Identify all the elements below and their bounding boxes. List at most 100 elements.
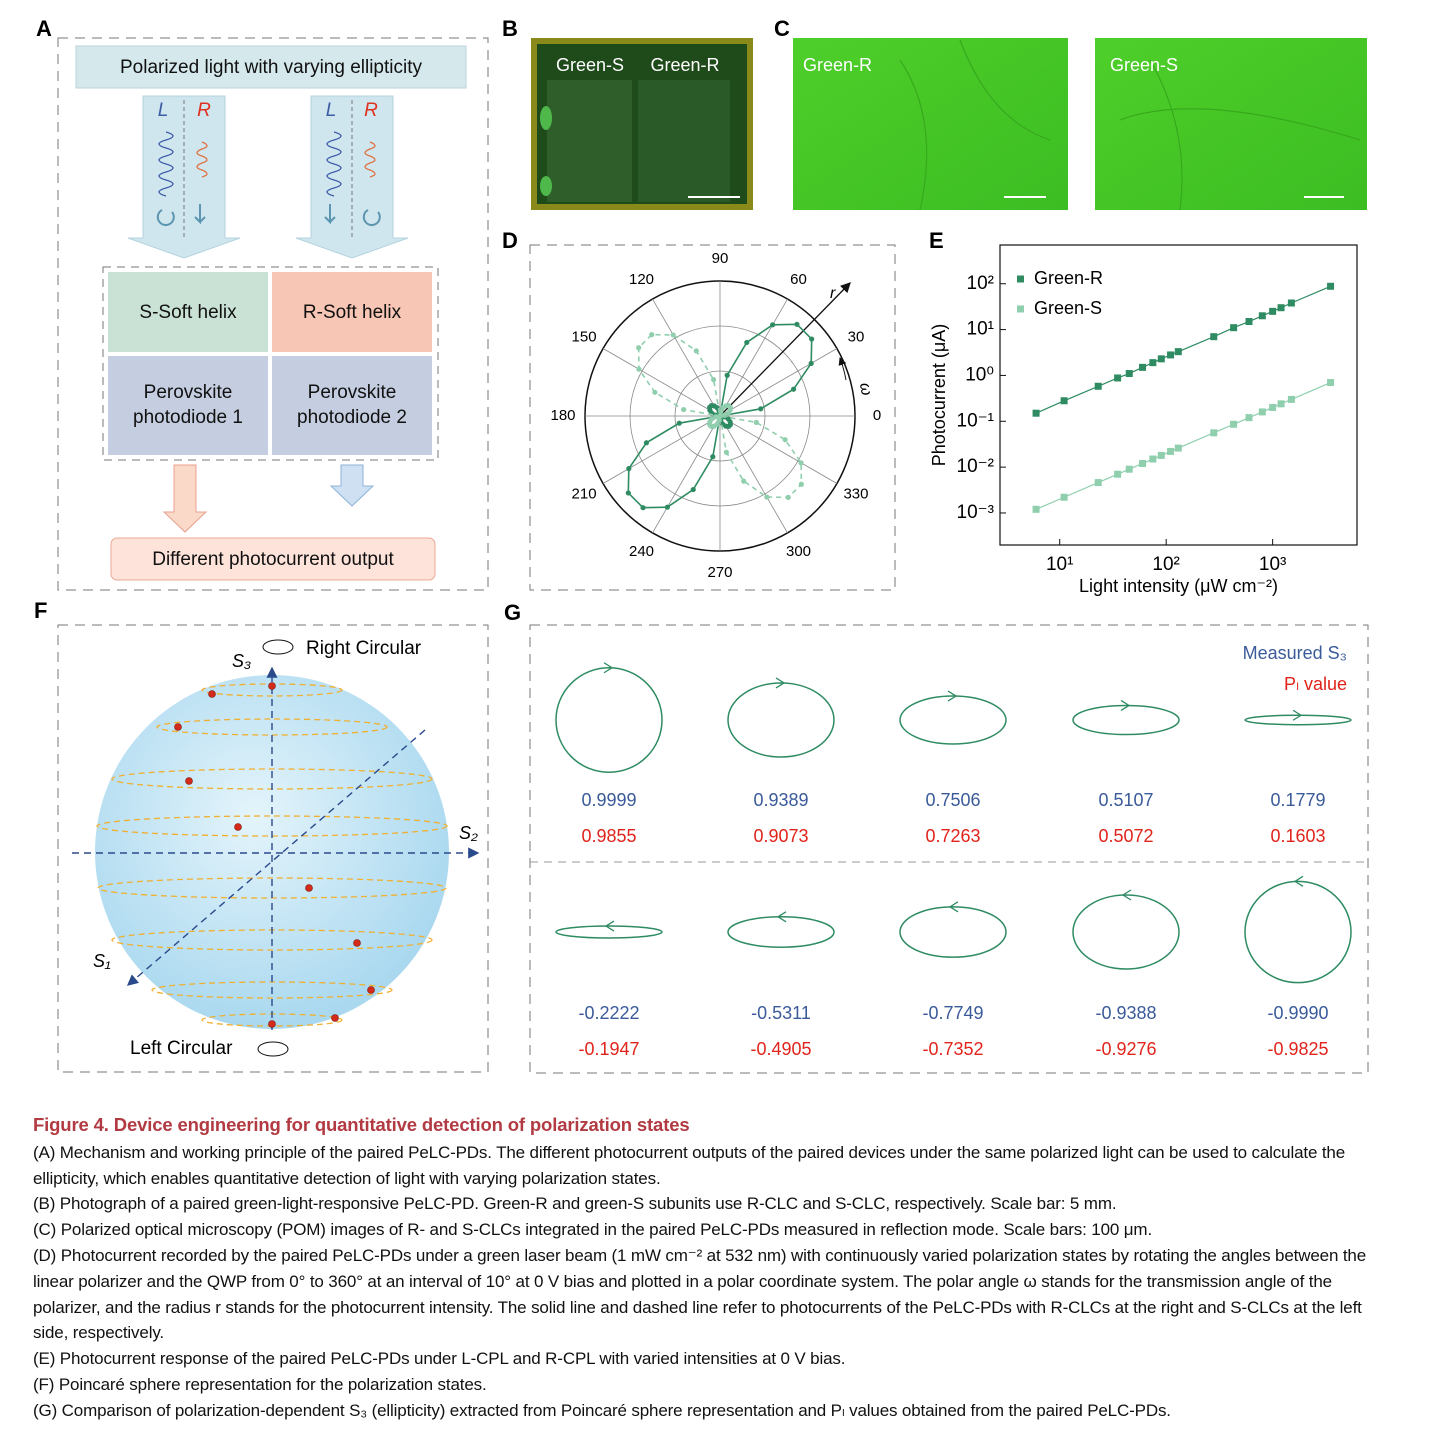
angle-label: 150 <box>572 328 597 345</box>
direction-arrow <box>604 920 615 932</box>
polarization-ellipse <box>1072 704 1180 736</box>
x-tick-label: 10³ <box>1259 554 1286 575</box>
box <box>108 272 268 352</box>
label: Green-S <box>1110 55 1178 75</box>
panel-label: D <box>502 228 518 253</box>
icon <box>324 204 381 227</box>
panel-label: C <box>774 16 790 41</box>
point <box>681 406 687 413</box>
panel-b: Green-S Green-R <box>531 38 753 210</box>
polarization-ellipse <box>727 916 835 948</box>
s3-value: 0.5107 <box>1098 790 1153 810</box>
frame <box>57 624 489 1073</box>
y-tick-label: 10⁰ <box>965 364 994 385</box>
marker <box>1269 403 1277 411</box>
angle-label: 60 <box>790 271 807 288</box>
marker <box>1157 451 1165 459</box>
s3-value: -0.9388 <box>1095 1003 1156 1023</box>
s3-value: -0.9990 <box>1267 1003 1328 1023</box>
sphere <box>95 675 449 1029</box>
marker <box>1210 429 1218 437</box>
spoke <box>719 348 838 417</box>
text: R <box>197 100 211 121</box>
series-line <box>1035 381 1331 510</box>
text: R <box>364 100 378 121</box>
direction-arrow <box>775 677 786 689</box>
text: Perovskite <box>144 382 233 403</box>
angle-label: 210 <box>572 485 597 502</box>
direction-arrow <box>948 901 959 913</box>
wave <box>364 141 376 178</box>
marker <box>1060 397 1068 405</box>
spoke <box>602 415 721 484</box>
polarization-ellipse <box>1244 714 1352 726</box>
direction-arrow <box>1121 889 1132 901</box>
marker <box>1157 355 1165 363</box>
photo <box>547 80 632 202</box>
caption-paragraph: (B) Photograph of a paired green-light-r… <box>33 1194 1117 1214</box>
box <box>110 537 436 581</box>
point <box>626 466 632 472</box>
point <box>710 454 716 460</box>
polarization-ellipse <box>555 666 663 774</box>
marker <box>1269 307 1277 315</box>
frame <box>529 244 896 591</box>
caption-paragraph: (D) Photocurrent recorded by the paired … <box>33 1245 1367 1343</box>
s3-value: 0.9999 <box>581 790 636 810</box>
marker <box>1114 470 1122 478</box>
point <box>636 366 642 372</box>
point <box>643 440 650 446</box>
frame <box>57 37 489 591</box>
text: L <box>158 100 169 121</box>
point <box>721 412 728 418</box>
point <box>714 421 720 428</box>
point <box>625 490 631 496</box>
polarization-ellipse <box>1244 880 1352 984</box>
marker <box>1139 363 1147 371</box>
panel-f: Right Circular Left Circular S₃ S₂ S₁ <box>57 624 489 1073</box>
caption-title: Figure 4. Device engineering for quantit… <box>33 1114 690 1135</box>
marker <box>1167 351 1175 359</box>
point <box>794 321 800 327</box>
axis-label: ω <box>856 381 875 396</box>
point <box>809 336 815 342</box>
frame <box>529 624 1369 1074</box>
point <box>798 481 804 487</box>
legend-entry: Green-R <box>1034 268 1103 288</box>
marker <box>1139 459 1147 467</box>
label: Left Circular <box>130 1038 233 1059</box>
label: Green-R <box>650 55 719 75</box>
marker <box>1277 400 1285 408</box>
box <box>75 45 467 89</box>
point <box>764 494 770 500</box>
angle-label: 270 <box>707 564 732 581</box>
pl-value: -0.1947 <box>578 1039 639 1059</box>
point <box>636 345 642 351</box>
s3-value: 0.9389 <box>753 790 808 810</box>
point <box>690 486 696 493</box>
texture <box>899 39 1361 211</box>
marker <box>1230 324 1238 332</box>
point <box>790 386 797 392</box>
pl-value: 0.1603 <box>1270 826 1325 846</box>
point <box>808 360 814 366</box>
point <box>712 414 719 420</box>
text: L <box>326 100 337 121</box>
polarization-ellipse <box>727 682 835 758</box>
panel-label: B <box>502 16 518 41</box>
marker <box>1277 304 1285 312</box>
caption-paragraph: (G) Comparison of polarization-dependent… <box>33 1400 1171 1420</box>
point <box>716 417 722 424</box>
marker <box>1210 333 1218 341</box>
marker <box>1174 348 1182 356</box>
s3-value: -0.2222 <box>578 1003 639 1023</box>
direction-arrow <box>947 690 958 702</box>
angle-label: 120 <box>629 271 654 288</box>
angle-label: 30 <box>848 328 865 345</box>
pl-value: 0.7263 <box>925 826 980 846</box>
point <box>798 460 804 466</box>
point <box>720 404 726 411</box>
marker <box>1327 282 1335 290</box>
photo <box>793 38 1068 210</box>
